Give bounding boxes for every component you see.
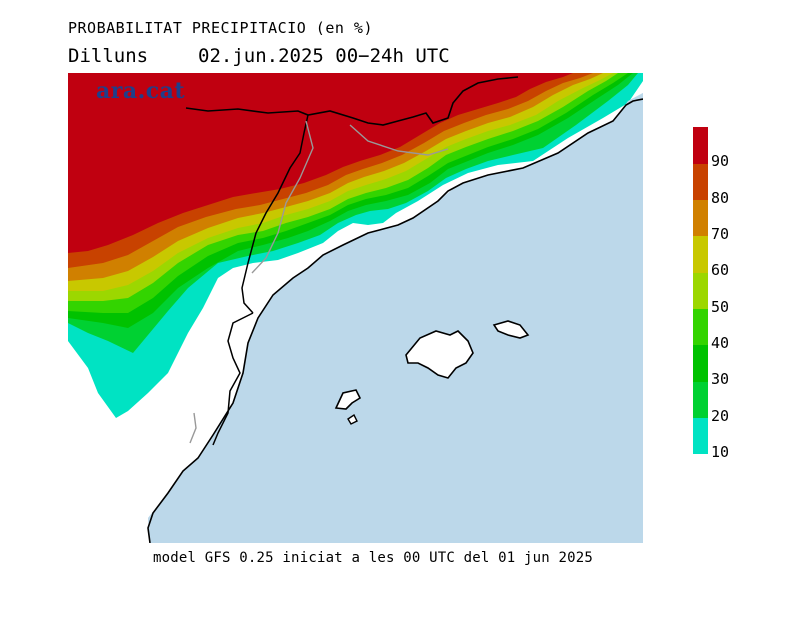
map-subtitle: Dilluns 02.jun.2025 00−24h UTC	[68, 45, 450, 67]
island-formentera	[347, 413, 358, 425]
border-valencia-aragon	[212, 312, 254, 446]
island-menorca	[492, 320, 530, 339]
color-scale-bar	[693, 127, 708, 455]
color-scale-tick-label: 90	[711, 152, 730, 171]
map-title: PROBABILITAT PRECIPITACIO (en %)	[68, 19, 373, 37]
color-scale-tick-label: 30	[711, 370, 730, 389]
border-aragon-catalunya	[241, 114, 309, 314]
color-scale-segment	[693, 417, 708, 455]
color-scale-tick-label: 10	[711, 443, 730, 461]
model-info: model GFS 0.25 iniciat a les 00 UTC del …	[153, 550, 594, 566]
color-scale-segment	[693, 345, 708, 382]
date-range-label: 02.jun.2025 00−24h UTC	[198, 45, 450, 67]
color-scale-tick-label: 50	[711, 297, 730, 316]
color-scale-segment	[693, 127, 708, 164]
color-scale-segment	[693, 236, 708, 273]
color-scale-tick-label: 70	[711, 225, 730, 243]
color-scale-segment	[693, 381, 708, 419]
grey-boundary	[189, 120, 449, 444]
color-scale-segment	[693, 308, 708, 346]
ara-logo: ara.cat	[96, 78, 186, 104]
island-eivissa	[334, 389, 362, 410]
border-france	[185, 76, 519, 126]
color-scale-tick-label: 40	[711, 334, 730, 352]
coastline	[147, 98, 643, 543]
color-scale-segment	[693, 272, 708, 310]
color-scale-tick-label: 60	[711, 261, 730, 280]
day-label: Dilluns	[68, 45, 149, 67]
color-scale-tick-label: 80	[711, 188, 730, 207]
island-mallorca	[405, 330, 474, 379]
color-scale-segment	[693, 163, 708, 201]
precipitation-probability-map	[68, 73, 643, 543]
color-scale-tick-label: 20	[711, 406, 730, 425]
sea-mask	[148, 93, 643, 543]
color-scale-segment	[693, 199, 708, 237]
